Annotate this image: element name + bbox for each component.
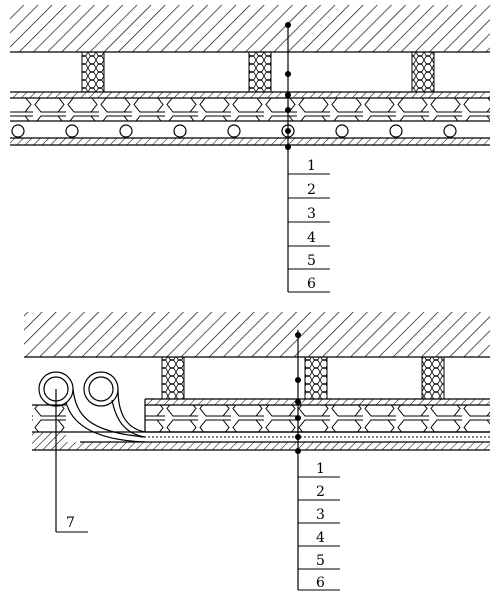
top-spacer-block [248, 51, 272, 93]
pipe-circle [119, 124, 133, 138]
layer-label-1: 1 [316, 461, 325, 477]
bottom-section: 7 1 2 3 4 5 6 [24, 312, 490, 591]
bottom-base-layer [32, 442, 490, 450]
layer-label-4: 4 [316, 530, 325, 546]
layer-label-6: 6 [316, 575, 325, 591]
top-insulation-layer [10, 98, 490, 121]
bottom-slab [24, 312, 490, 357]
layer-label-2: 2 [307, 182, 316, 198]
layer-label-3: 3 [316, 507, 325, 523]
leader-dot [285, 22, 291, 28]
layer-label-5: 5 [316, 553, 325, 569]
leader-dot [295, 448, 301, 454]
top-finish-layer [10, 92, 490, 98]
pipe-circle [65, 124, 79, 138]
bottom-left-base [32, 432, 66, 442]
leader-dot [285, 92, 291, 98]
layer-label-5: 5 [307, 253, 316, 269]
leader-dot [285, 128, 291, 134]
pipe-end-circle [88, 376, 114, 402]
pipe-circle [443, 124, 457, 138]
pipe-circle [227, 124, 241, 138]
leader-dot [285, 107, 291, 113]
leader-dot [295, 399, 301, 405]
bottom-label-list: 1 2 3 4 5 6 [298, 461, 340, 591]
leader-dot [295, 415, 301, 421]
layer-label-6: 6 [307, 276, 316, 292]
top-spacer-block [411, 51, 435, 93]
top-section: 1 2 3 4 5 6 [10, 5, 490, 293]
bottom-insulation-layer [145, 405, 490, 432]
pipe-circle [389, 124, 403, 138]
leader-dot [295, 332, 301, 338]
pipe-circle [11, 124, 25, 138]
pipe-circle [335, 124, 349, 138]
layer-label-3: 3 [307, 206, 316, 222]
leader-dot [295, 434, 301, 440]
top-label-list: 1 2 3 4 5 6 [288, 158, 330, 293]
layer-label-1: 1 [307, 158, 316, 174]
pipe-label-7: 7 [66, 515, 75, 531]
bottom-spacer-block [304, 356, 328, 400]
layer-label-4: 4 [307, 230, 316, 246]
top-slab [10, 5, 490, 52]
pipe-bundle [38, 371, 146, 443]
layer-label-2: 2 [316, 484, 325, 500]
bottom-spacer-block [421, 356, 445, 400]
pipe-circle [173, 124, 187, 138]
bottom-finish-layer [145, 399, 490, 405]
bottom-spacer-block [161, 356, 185, 400]
top-base-layer [10, 138, 490, 145]
top-spacer-block [81, 51, 105, 93]
leader-dot [285, 144, 291, 150]
bottom-left-insulation [32, 405, 66, 432]
leader-dot [285, 71, 291, 77]
top-pipe-row [11, 124, 457, 138]
leader-dot [295, 377, 301, 383]
